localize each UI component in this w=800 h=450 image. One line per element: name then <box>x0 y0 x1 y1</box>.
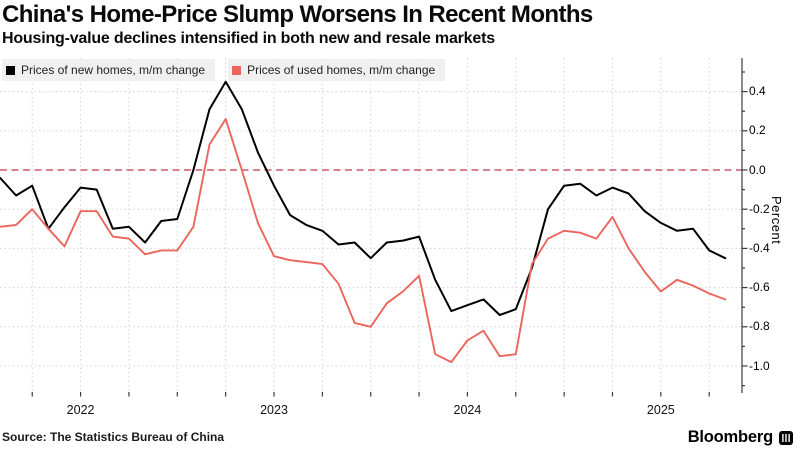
y-tick-label: -0.6 <box>749 280 770 295</box>
y-tick-label: -1.0 <box>749 358 770 373</box>
legend-item-new-homes: Prices of new homes, m/m change <box>2 59 216 81</box>
x-year-label: 2025 <box>646 403 675 417</box>
x-year-label: 2024 <box>453 403 482 417</box>
y-tick-label: 0.4 <box>749 84 766 99</box>
source-note: Source: The Statistics Bureau of China <box>2 430 225 444</box>
bloomberg-logo: Bloomberg <box>688 428 793 447</box>
y-axis-title: Percent <box>769 196 784 245</box>
y-tick-label: -0.4 <box>749 240 770 255</box>
legend-item-used-homes: Prices of used homes, m/m change <box>228 59 446 81</box>
chart-subtitle: Housing-value declines intensified in bo… <box>2 30 495 47</box>
y-tick-label: -0.2 <box>749 201 770 216</box>
y-tick-label: -0.8 <box>749 319 770 334</box>
legend-label: Prices of new homes, m/m change <box>21 63 206 77</box>
x-year-label: 2023 <box>260 403 288 417</box>
legend-label: Prices of used homes, m/m change <box>247 63 436 77</box>
y-tick-label: 0.0 <box>749 162 766 177</box>
bloomberg-wordmark: Bloomberg <box>687 428 773 446</box>
x-year-label: 2022 <box>66 403 95 417</box>
chart-title: China's Home-Price Slump Worsens In Rece… <box>2 1 593 28</box>
bloomberg-mark-icon <box>779 430 793 445</box>
series-line-new-homes <box>0 80 727 316</box>
legend-swatch-icon <box>6 65 15 75</box>
legend: Prices of new homes, m/m change Prices of… <box>2 59 446 81</box>
legend-swatch-icon <box>232 65 242 75</box>
series-line-used-homes <box>0 118 727 364</box>
y-tick-label: 0.2 <box>749 123 766 138</box>
